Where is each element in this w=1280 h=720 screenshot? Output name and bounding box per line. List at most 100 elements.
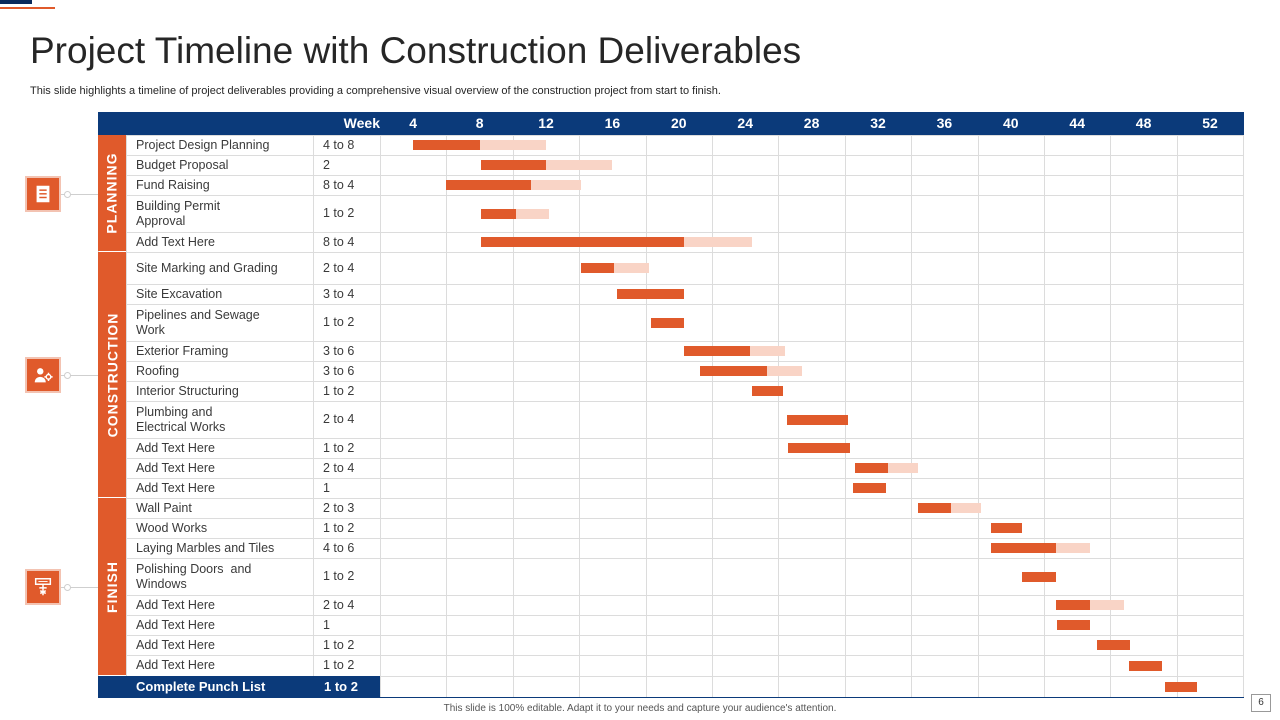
gantt-bar-8 bbox=[683, 346, 751, 356]
week-header-16: 16 bbox=[604, 115, 621, 131]
week-header-28: 28 bbox=[803, 115, 820, 131]
grid-horizontal-line bbox=[126, 538, 1244, 539]
grid-vertical-line bbox=[1110, 135, 1112, 698]
grid-horizontal-line bbox=[126, 615, 1244, 616]
grid-horizontal-line bbox=[126, 676, 1244, 677]
grid-vertical-line bbox=[778, 135, 780, 698]
grid-duration-divider bbox=[313, 135, 314, 676]
phase-label-wrapper: CONSTRUCTION bbox=[98, 252, 126, 497]
grid-horizontal-line bbox=[126, 135, 1244, 136]
task-name: Building Permit Approval bbox=[136, 198, 221, 228]
phase-label-wrapper: PLANNING bbox=[98, 135, 126, 251]
gantt-bar-22 bbox=[1128, 660, 1162, 671]
task-name: Interior Structuring bbox=[136, 383, 239, 398]
gantt-bar-17 bbox=[990, 543, 1056, 553]
task-name: Fund Raising bbox=[136, 177, 210, 192]
task-name: Exterior Framing bbox=[136, 343, 229, 358]
week-header-4: 4 bbox=[409, 115, 418, 131]
phase-connector-dot bbox=[64, 584, 71, 591]
grid-horizontal-line bbox=[126, 252, 1244, 253]
grid-vertical-line bbox=[579, 135, 581, 698]
gantt-bar-slack-13 bbox=[887, 463, 918, 473]
gantt-bar-3 bbox=[481, 208, 517, 219]
grid-horizontal-line bbox=[126, 655, 1244, 656]
phase-band-construction bbox=[98, 252, 126, 497]
task-duration: 3 to 6 bbox=[323, 343, 355, 358]
task-name: Add Text Here bbox=[136, 637, 215, 652]
grid-vertical-line bbox=[645, 135, 647, 698]
task-name: Add Text Here bbox=[136, 440, 215, 455]
phase-label-construction: CONSTRUCTION bbox=[104, 312, 120, 437]
week-header-8: 8 bbox=[475, 115, 484, 131]
phase-label-wrapper: FINISH bbox=[98, 498, 126, 675]
grid-vertical-line bbox=[1176, 135, 1178, 698]
grid-horizontal-line bbox=[126, 381, 1244, 382]
gantt-bar-slack-9 bbox=[766, 366, 802, 376]
grid-vertical-line bbox=[911, 135, 913, 698]
phase-connector-line bbox=[61, 375, 98, 376]
grid-vertical-line bbox=[380, 135, 381, 698]
week-header-12: 12 bbox=[538, 115, 554, 131]
phase-band-finish bbox=[98, 498, 126, 675]
task-name: Site Marking and Grading bbox=[136, 260, 278, 275]
task-duration: 1 to 2 bbox=[323, 315, 355, 329]
grid-horizontal-line bbox=[126, 518, 1244, 519]
phase-connector-dot bbox=[64, 372, 71, 379]
task-duration: 4 to 6 bbox=[323, 540, 355, 555]
task-duration: 3 to 4 bbox=[323, 286, 355, 301]
grid-vertical-line bbox=[1044, 135, 1045, 698]
grid-vertical-line bbox=[446, 135, 448, 698]
gantt-bar-slack-4 bbox=[683, 237, 752, 247]
grid-horizontal-line bbox=[126, 155, 1244, 156]
task-duration: 2 to 4 bbox=[323, 597, 355, 612]
grid-horizontal-line bbox=[126, 558, 1244, 559]
top-accent-navy-line bbox=[0, 0, 32, 4]
task-name: Wall Paint bbox=[136, 500, 192, 515]
task-name: Wood Works bbox=[136, 520, 208, 535]
gantt-bar-slack-3 bbox=[516, 208, 550, 219]
task-name: Roofing bbox=[136, 363, 180, 378]
gantt-bar-slack-5 bbox=[614, 263, 649, 273]
page-number: 6 bbox=[1251, 694, 1271, 712]
grid-horizontal-line bbox=[126, 304, 1244, 305]
task-duration: 1 bbox=[323, 480, 330, 495]
paint-roller-icon bbox=[25, 569, 61, 605]
gantt-bar-slack-15 bbox=[951, 503, 981, 513]
week-header-36: 36 bbox=[936, 115, 953, 131]
grid-horizontal-line bbox=[126, 458, 1244, 459]
summary-task-duration: 1 to 2 bbox=[324, 679, 358, 694]
task-name: Project Design Planning bbox=[136, 137, 270, 152]
worker-gear-icon bbox=[25, 357, 61, 393]
phase-label-finish: FINISH bbox=[104, 560, 121, 613]
task-name: Pipelines and Sewage Work bbox=[136, 307, 260, 337]
grid-horizontal-line bbox=[126, 635, 1244, 636]
gantt-bar-slack-2 bbox=[531, 180, 581, 190]
gantt-bar-summary bbox=[1165, 682, 1197, 692]
task-duration: 2 to 4 bbox=[323, 460, 355, 475]
top-accent-orange-line bbox=[0, 7, 55, 9]
grid-horizontal-line bbox=[126, 341, 1244, 342]
gantt-bar-12 bbox=[788, 443, 850, 453]
grid-vertical-line bbox=[712, 135, 713, 698]
gantt-bar-9 bbox=[700, 366, 767, 376]
gantt-bar-14 bbox=[853, 483, 887, 493]
grid-horizontal-line bbox=[126, 284, 1244, 285]
task-duration: 1 to 2 bbox=[323, 569, 355, 583]
task-duration: 3 to 6 bbox=[323, 363, 355, 378]
task-name: Site Excavation bbox=[136, 286, 223, 301]
week-header-20: 20 bbox=[671, 115, 687, 131]
task-name: Add Text Here bbox=[136, 460, 215, 475]
gantt-bar-20 bbox=[1057, 620, 1091, 630]
task-duration: 4 to 8 bbox=[323, 137, 355, 152]
phase-connector-line bbox=[61, 587, 98, 588]
gantt-bar-19 bbox=[1055, 600, 1091, 610]
gantt-bar-18 bbox=[1022, 571, 1056, 582]
gantt-bar-5 bbox=[580, 263, 615, 273]
gantt-bar-0 bbox=[413, 140, 480, 150]
week-header-32: 32 bbox=[870, 115, 886, 131]
grid-horizontal-line bbox=[126, 195, 1244, 196]
gantt-bar-slack-0 bbox=[479, 140, 546, 150]
grid-vertical-line bbox=[977, 135, 979, 698]
task-duration: 2 to 4 bbox=[323, 412, 355, 426]
page-title: Project Timeline with Construction Deliv… bbox=[30, 30, 802, 71]
